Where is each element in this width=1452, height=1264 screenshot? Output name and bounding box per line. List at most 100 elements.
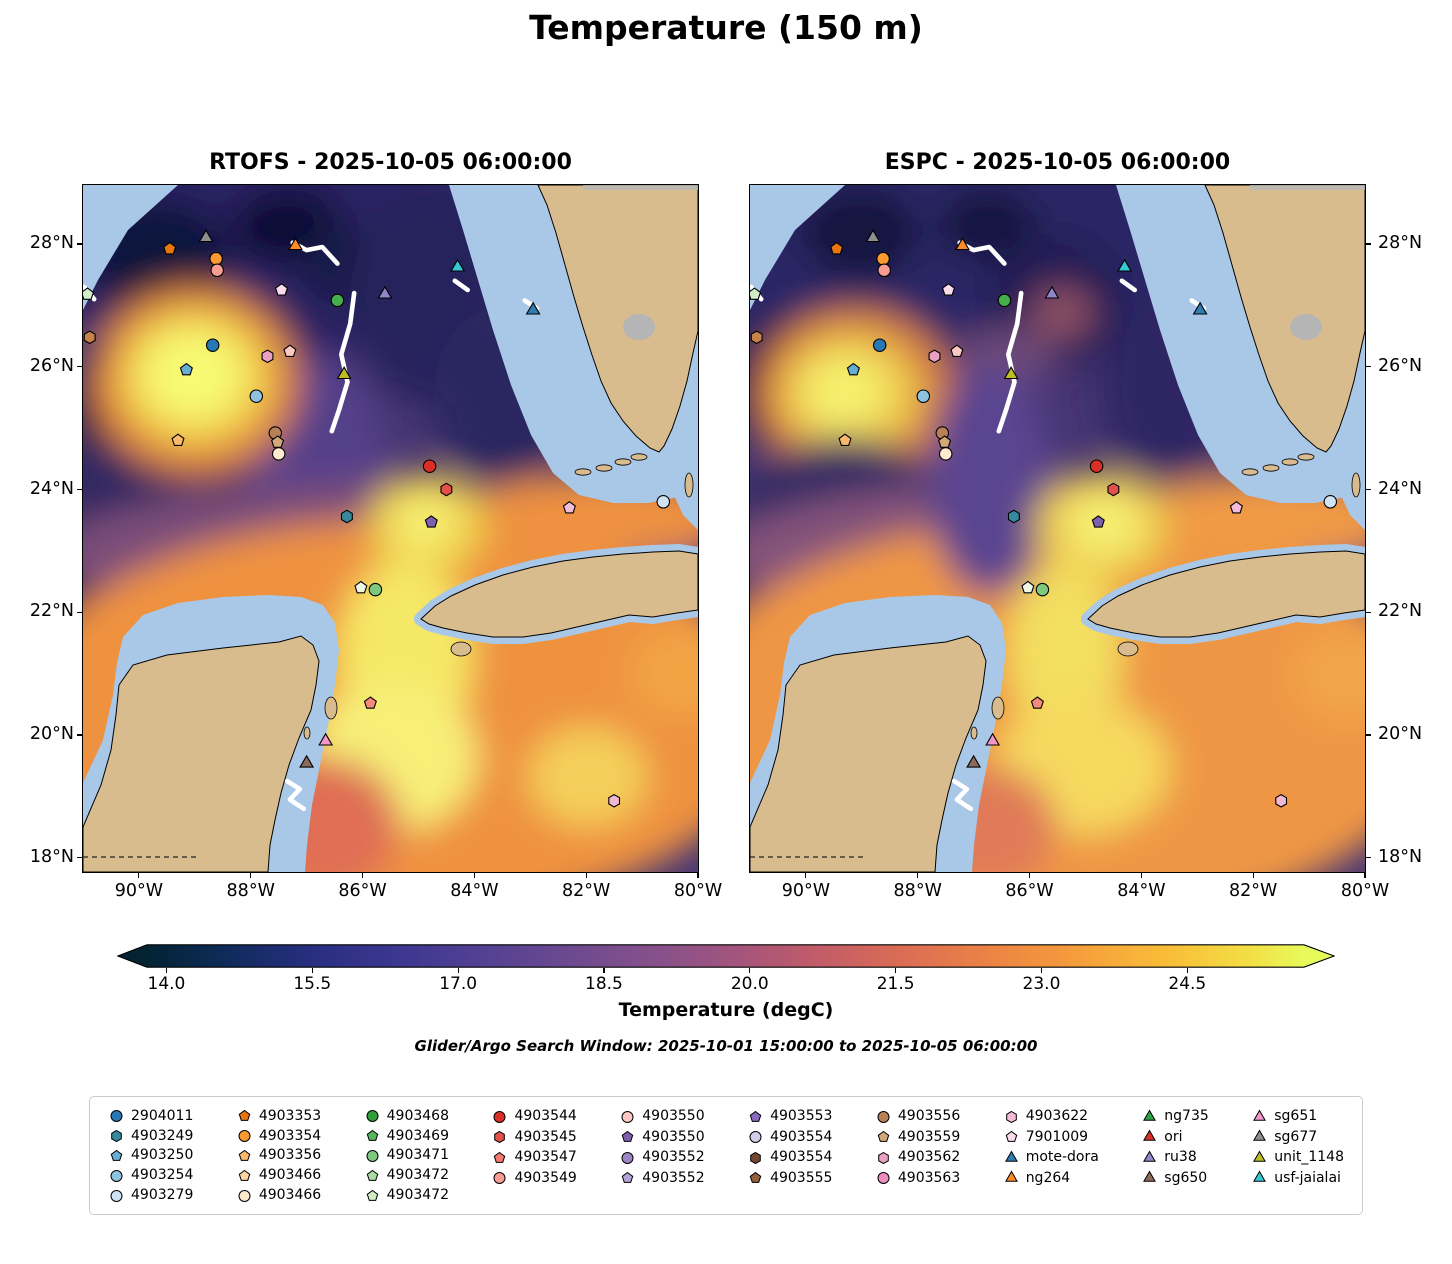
land-cozumel	[991, 696, 1005, 720]
land-isle-of-youth	[450, 641, 472, 657]
map-marker-sg650	[966, 754, 982, 768]
legend-item-4903353: 4903353	[236, 1106, 321, 1126]
legend-item-label: ng735	[1164, 1108, 1209, 1125]
map-marker-4903562	[261, 349, 274, 364]
masked-region	[583, 185, 698, 190]
map-marker-4903249	[340, 509, 353, 524]
legend-item-label: 4903563	[897, 1169, 961, 1186]
legend-item-label: 4903553	[770, 1108, 833, 1125]
x-tick-mark	[1364, 872, 1366, 878]
x-tick-mark	[138, 872, 140, 878]
legend-item-4903254: 4903254	[108, 1165, 193, 1185]
map-marker-2904011	[872, 338, 887, 352]
legend-item-4903549: 4903549	[491, 1168, 577, 1189]
map-marker-4903550	[950, 344, 964, 357]
legend-item-4903250: 4903250	[108, 1146, 193, 1166]
land-florida-keys	[595, 464, 613, 472]
y-tick-mark	[1365, 488, 1371, 491]
legend-marker-circle-icon	[366, 1110, 379, 1123]
colorbar-tick-mark	[1186, 968, 1188, 973]
legend-item-7901009: 7901009	[1003, 1127, 1099, 1148]
y-tick-mark	[1365, 243, 1371, 245]
legend-item-label: ng264	[1025, 1169, 1071, 1186]
lat-tick-label: 24°N	[29, 478, 74, 499]
legend-item-4903547: 4903547	[491, 1147, 577, 1168]
lon-tick-label: 90°W	[114, 881, 164, 901]
lat-tick-label: 20°N	[29, 724, 74, 745]
x-tick-mark	[361, 872, 364, 878]
map-marker-4903549	[210, 263, 224, 278]
map-marker-usf-jaialai	[1117, 258, 1133, 272]
x-tick-mark	[1140, 872, 1142, 878]
lat-tick-label: 18°N	[29, 846, 74, 867]
legend-item-sg677: sg677	[1251, 1127, 1344, 1148]
legend-marker-pentagon-icon	[366, 1169, 378, 1181]
map-marker-4903471	[368, 582, 383, 597]
legend-item-4903550: 4903550	[619, 1127, 705, 1148]
legend-item-label: 4903353	[258, 1107, 322, 1124]
legend-marker-triangle-icon	[1253, 1150, 1267, 1162]
legend-item-4903553: 4903553	[747, 1106, 832, 1127]
legend-item-4903279: 4903279	[108, 1185, 193, 1205]
colorbar-tick-mark	[749, 968, 751, 973]
figure-title: Temperature (150 m)	[529, 8, 923, 47]
land-islet	[970, 726, 978, 740]
legend-column-10: sg651 sg677 unit_1148 usf-jaialai	[1251, 1106, 1344, 1205]
land-florida	[1204, 185, 1365, 453]
legend-marker-triangle-icon	[1143, 1109, 1157, 1121]
map-marker-4903250	[846, 362, 860, 376]
land-islet	[303, 726, 311, 740]
map-marker-4903544	[422, 459, 437, 473]
legend-marker-triangle-icon	[1253, 1129, 1267, 1142]
land-florida-keys	[1241, 468, 1259, 476]
lat-tick-label: 22°N	[1378, 601, 1423, 622]
legend-marker-triangle-icon	[1143, 1150, 1157, 1162]
legend-marker-circle-icon	[877, 1172, 890, 1185]
legend-marker-circle-icon	[238, 1130, 251, 1143]
map-marker-sg677	[198, 229, 214, 243]
shallow-shelf	[83, 185, 178, 310]
legend-item-label: 4903356	[258, 1147, 322, 1164]
legend-item-label: sg677	[1274, 1128, 1318, 1145]
legend-column-8: 4903622 7901009 mote-dora ng264	[1003, 1106, 1099, 1205]
map-marker-4903354	[876, 251, 890, 266]
legend-marker-hexagon-icon	[494, 1131, 506, 1144]
legend-item-label: 4903554	[770, 1149, 833, 1166]
lon-tick-label: 80°W	[1340, 881, 1390, 901]
lon-tick-label: 84°W	[1117, 881, 1166, 901]
colorbar	[116, 944, 1336, 968]
legend-marker-circle-icon	[110, 1110, 123, 1123]
legend-item-4903466: 4903466	[236, 1185, 321, 1205]
map-marker-4903254	[916, 389, 931, 403]
map-canvas-rtofs	[83, 185, 698, 872]
legend-item-label: 4903556	[897, 1108, 961, 1125]
map-marker-sg677	[865, 229, 881, 243]
map-marker-4903547	[363, 696, 377, 709]
map-marker-ng264	[955, 237, 970, 251]
legend-item-label: 4903622	[1025, 1108, 1089, 1125]
legend-item-label: 4903279	[131, 1187, 194, 1204]
map-marker-4903622	[1229, 501, 1243, 514]
legend-item-label: 4903562	[897, 1149, 961, 1166]
legend-item-4903466: 4903466	[236, 1165, 321, 1185]
colorbar-canvas	[116, 944, 1336, 968]
map-marker-unit_1148	[1003, 366, 1019, 380]
y-tick-mark	[1365, 366, 1371, 368]
search-window-subtitle: Glider/Argo Search Window: 2025-10-01 15…	[414, 1037, 1038, 1055]
colorbar-tick-label: 23.0	[1022, 974, 1061, 994]
land-florida-keys	[574, 468, 592, 476]
legend-item-4903554: 4903554	[747, 1127, 832, 1148]
legend-column-5: 4903550 4903550 4903552 4903552	[619, 1106, 705, 1205]
legend-item-4903468: 4903468	[364, 1106, 449, 1126]
legend-item-label: 4903554	[770, 1128, 833, 1145]
legend-item-label: 4903549	[514, 1169, 577, 1186]
legend-marker-pentagon-icon	[749, 1110, 762, 1122]
colorbar-max-arrow	[1304, 944, 1335, 968]
y-tick-mark	[1365, 734, 1371, 736]
legend-item-4903556: 4903556	[875, 1106, 960, 1127]
legend-item-ori: ori	[1141, 1127, 1208, 1148]
map-marker-4903563	[1275, 793, 1288, 808]
map-marker-4903353	[163, 241, 177, 255]
legend-item-label: sg650	[1164, 1169, 1208, 1186]
map-marker-unit_1148	[336, 366, 352, 380]
